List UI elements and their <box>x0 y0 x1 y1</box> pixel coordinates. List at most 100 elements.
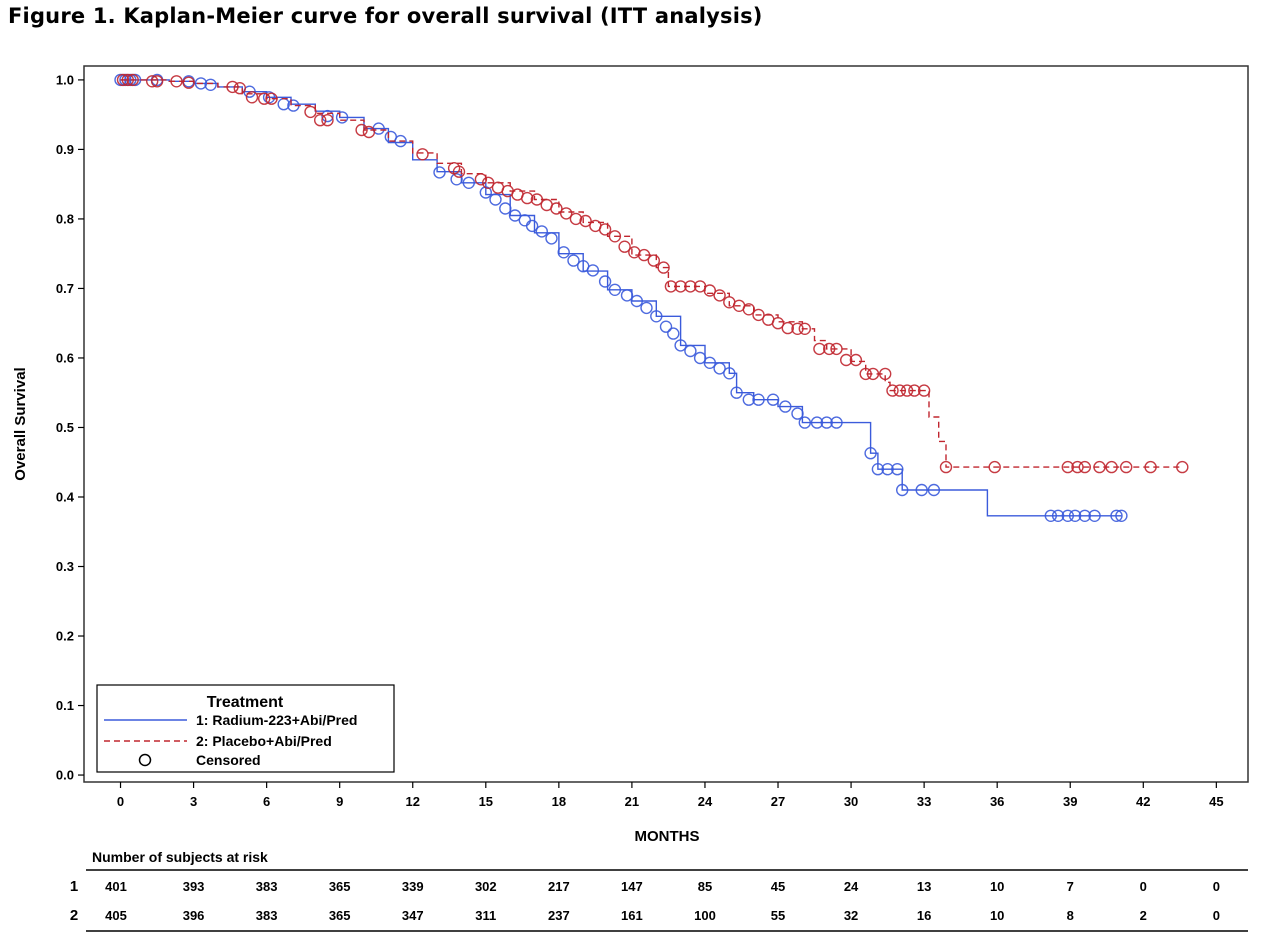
x-tick-label: 0 <box>117 794 124 809</box>
censor-mark-radium <box>1061 509 1075 522</box>
censor-mark-radium <box>433 166 446 179</box>
risk-cell: 405 <box>105 908 127 923</box>
censor-mark-placebo <box>1078 460 1092 474</box>
censor-mark-placebo <box>908 384 921 397</box>
x-axis: 0 3 6 9 12 15 18 21 24 27 30 33 36 39 42 45 <box>117 782 1224 809</box>
risk-cell: 32 <box>844 908 858 923</box>
censor-mark-placebo <box>674 280 687 293</box>
x-tick-label: 27 <box>771 794 785 809</box>
censor-mark-placebo <box>1105 460 1118 474</box>
censor-mark-placebo <box>530 193 544 206</box>
legend: Treatment 1: Radium-223+Abi/Pred 2: Plac… <box>96 684 395 773</box>
censor-mark-radium <box>1044 509 1058 522</box>
censor-mark-radium <box>518 214 531 227</box>
y-tick-label: 0.9 <box>56 142 74 157</box>
censor-mark-placebo <box>1176 460 1189 474</box>
censor-mark-radium <box>508 209 522 222</box>
censor-mark-placebo <box>116 73 130 87</box>
censor-mark-radium <box>674 339 687 352</box>
legend-title: Treatment <box>207 694 284 711</box>
censor-mark-placebo <box>840 353 853 367</box>
x-tick-label: 45 <box>1209 794 1223 809</box>
figure-title: Figure 1. Kaplan-Meier curve for overall… <box>8 4 763 28</box>
censor-mark-radium <box>598 275 612 288</box>
censor-mark-placebo <box>823 342 836 356</box>
censor-mark-placebo <box>830 342 843 356</box>
risk-cell: 302 <box>475 879 497 894</box>
censor-mark-radium <box>557 246 570 259</box>
y-tick-label: 1.0 <box>56 72 74 87</box>
risk-cell: 339 <box>402 879 424 894</box>
censor-mark-radium <box>608 283 622 296</box>
censor-mark-placebo <box>886 384 899 397</box>
censor-mark-placebo <box>226 80 239 94</box>
censor-mark-placebo <box>781 321 794 335</box>
censor-mark-radium <box>489 193 502 206</box>
legend-box <box>96 684 395 773</box>
censor-mark-radium <box>545 232 558 245</box>
censor-mark-placebo <box>1144 460 1157 474</box>
censor-mark-placebo <box>647 254 660 267</box>
censor-mark-placebo <box>1093 460 1106 474</box>
x-tick-label: 24 <box>698 794 713 809</box>
censor-mark-radium <box>499 202 512 215</box>
censor-mark-radium <box>525 219 539 233</box>
risk-cell: 161 <box>621 908 643 923</box>
censor-mark-radium <box>1088 509 1101 522</box>
risk-table: Number of subjects at risk 1 401 393 383 365… <box>70 849 1248 932</box>
censor-mark-placebo <box>752 308 765 322</box>
censor-mark-radium <box>650 310 663 323</box>
risk-cell: 16 <box>917 908 931 923</box>
censor-mark-placebo <box>321 113 334 127</box>
risk-table-title: Number of subjects at risk <box>92 849 268 865</box>
risk-cell: 383 <box>256 879 278 894</box>
risk-cell: 396 <box>183 908 205 923</box>
censor-mark-radium <box>779 400 792 413</box>
censor-mark-radium <box>630 294 643 308</box>
x-tick-label: 12 <box>406 794 420 809</box>
risk-cell: 85 <box>698 879 712 894</box>
y-tick-label: 0.7 <box>56 281 74 296</box>
censor-mark-placebo <box>474 173 488 186</box>
censor-mark-placebo <box>917 384 931 397</box>
risk-cell: 365 <box>329 879 351 894</box>
censor-mark-radium <box>620 289 634 302</box>
censor-mark-placebo <box>233 81 247 95</box>
censor-mark-placebo <box>879 367 892 381</box>
km-line-placebo <box>120 79 1183 468</box>
censor-mark-placebo <box>1061 460 1075 474</box>
censor-mark-radium <box>742 393 755 406</box>
censor-mark-radium <box>667 327 680 340</box>
censor-mark-placebo <box>245 91 259 104</box>
censor-mark-radium <box>1078 509 1092 522</box>
censor-mark-radium <box>798 416 811 429</box>
censor-mark-placebo <box>170 75 183 88</box>
censor-mark-radium <box>535 225 548 238</box>
censor-mark-placebo <box>569 212 583 226</box>
censor-mark-placebo <box>849 353 863 367</box>
censor-mark-radium <box>703 356 716 369</box>
x-tick-label: 21 <box>625 794 639 809</box>
legend-radium-label: 1: Radium-223+Abi/Pred <box>196 712 357 728</box>
censor-mark-radium <box>204 78 217 92</box>
risk-cell: 217 <box>548 879 570 894</box>
censor-mark-radium <box>194 77 208 90</box>
risk-cell: 393 <box>183 879 205 894</box>
risk-cell: 347 <box>402 908 424 923</box>
x-tick-label: 6 <box>263 794 270 809</box>
censor-mark-radium <box>693 351 707 365</box>
censor-mark-placebo <box>713 289 726 302</box>
x-tick-label: 3 <box>190 794 197 809</box>
censor-mark-radium <box>864 447 877 460</box>
censor-mark-radium <box>713 362 726 375</box>
risk-cell: 55 <box>771 908 785 923</box>
risk-cell: 311 <box>475 908 496 923</box>
plot-frame <box>83 65 1249 783</box>
risk-cell: 10 <box>990 908 1004 923</box>
risk-row-label: 2 <box>70 907 78 924</box>
censor-mark-placebo <box>452 165 466 178</box>
censor-mark-radium <box>752 393 765 406</box>
censor-mark-radium <box>586 264 600 277</box>
risk-cell: 2 <box>1140 908 1147 923</box>
